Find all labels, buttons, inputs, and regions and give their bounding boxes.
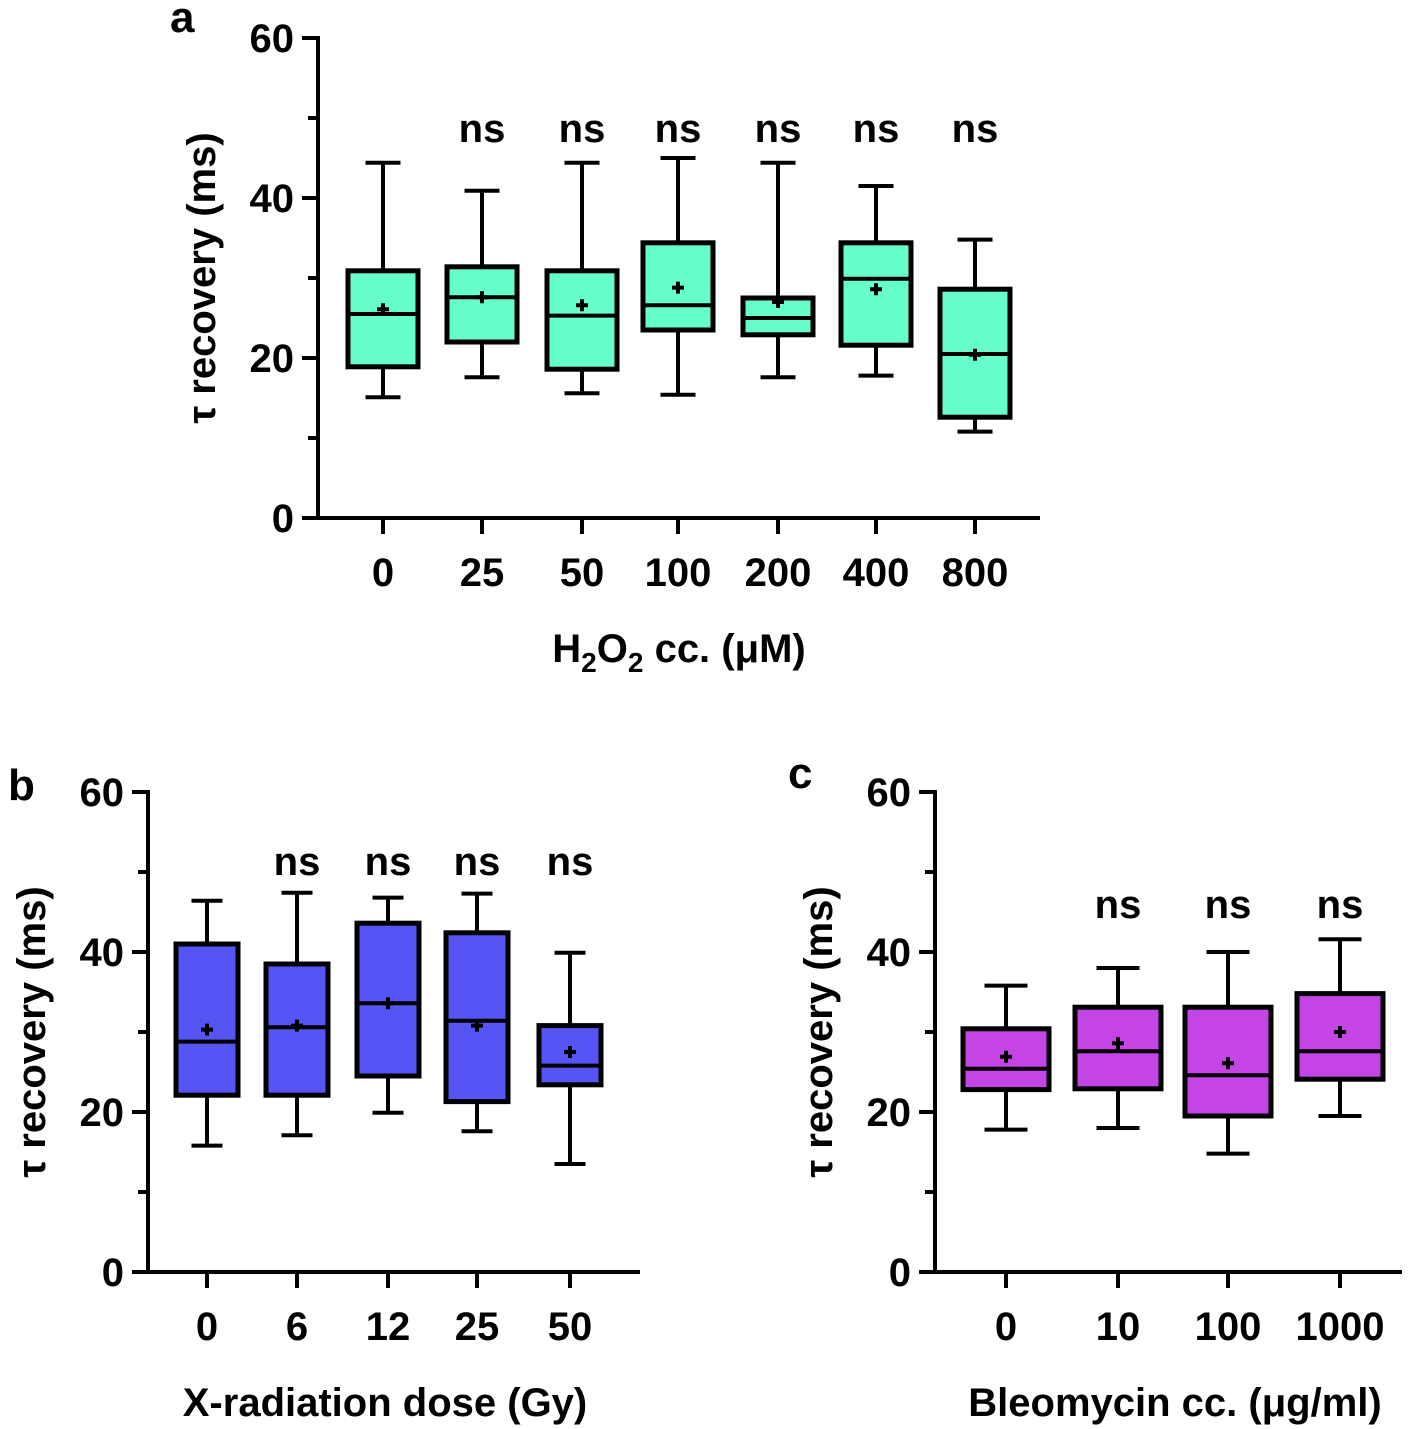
significance-label: ns [952,107,999,151]
box-50 [536,950,604,1166]
y-tick-label: 0 [889,1251,911,1295]
x-tick-label: 50 [560,551,605,595]
y-tick-label: 40 [867,931,912,975]
mean-marker [564,1046,576,1058]
y-tick-label: 60 [250,17,295,61]
significance-label: ns [1095,883,1142,927]
y-tick-label: 20 [80,1091,125,1135]
x-tick-label: 0 [995,1305,1017,1349]
box-25 [443,891,511,1134]
x-tick-label: 100 [1195,1305,1262,1349]
x-tick-label: 1000 [1296,1305,1385,1349]
x-tick-label: 10 [1096,1305,1141,1349]
y-axis-label: τ recovery (ms) [180,132,224,423]
significance-label: ns [1317,883,1364,927]
significance-label: ns [755,107,802,151]
panel-label: a [170,0,195,42]
y-tick-label: 60 [80,771,125,815]
y-tick-label: 20 [250,337,295,381]
mean-marker [1222,1057,1234,1070]
box-10 [1072,966,1164,1130]
y-tick-label: 0 [102,1251,124,1295]
x-tick-label: 0 [196,1305,218,1349]
x-tick-label: 400 [843,551,910,595]
x-axis-label: Bleomycin cc. (μg/ml) [968,1381,1381,1425]
mean-marker [382,997,394,1010]
significance-label: ns [547,840,594,884]
y-tick-label: 0 [272,497,294,541]
x-tick-label: 800 [942,551,1009,595]
y-tick-label: 40 [250,177,295,221]
mean-marker [377,303,389,316]
box-iqr [173,941,241,1098]
box-800 [937,237,1013,434]
x-tick-label: 0 [372,551,394,595]
panel-label: c [788,749,812,798]
mean-marker [1112,1037,1124,1050]
mean-marker [476,291,488,304]
box-200 [740,160,816,380]
significance-label: ns [274,840,321,884]
box-0 [173,898,241,1148]
box-1000 [1294,937,1386,1118]
significance-label: ns [365,840,412,884]
mean-marker [870,283,882,296]
box-25 [444,188,520,380]
x-axis-label: X-radiation dose (Gy) [183,1381,588,1425]
significance-label: ns [655,107,702,151]
y-tick-label: 60 [867,771,912,815]
significance-label: ns [853,107,900,151]
box-0 [345,160,421,400]
mean-marker [672,281,684,294]
y-axis-label: τ recovery (ms) [10,886,54,1177]
x-tick-label: 6 [286,1305,308,1349]
box-100 [1182,950,1274,1156]
x-tick-label: 25 [455,1305,500,1349]
box-400 [838,184,914,378]
box-6 [263,890,331,1138]
significance-label: ns [559,107,606,151]
box-50 [544,160,620,396]
significance-label: ns [459,107,506,151]
box-iqr [544,268,620,372]
box-12 [354,895,422,1115]
mean-marker [969,348,981,361]
x-tick-label: 100 [645,551,712,595]
x-axis-label: H2O2 cc. (μM) [552,627,805,678]
panel-c: c 0 20 40 60 τ recovery (ms) Bleomycin cc. (μg… [788,749,1402,1425]
box-iqr [443,930,511,1105]
y-axis-label: τ recovery (ms) [797,886,841,1177]
box-0 [960,983,1052,1132]
mean-marker [1334,1026,1346,1038]
x-tick-label: 50 [548,1305,593,1349]
mean-marker [201,1023,213,1036]
significance-label: ns [454,840,501,884]
mean-marker [576,299,588,312]
mean-marker [772,296,784,308]
mean-marker [471,1019,483,1032]
x-tick-label: 12 [366,1305,411,1349]
y-tick-label: 40 [80,931,125,975]
box-iqr [444,264,520,345]
y-tick-label: 20 [867,1091,912,1135]
x-tick-label: 200 [745,551,812,595]
x-tick-label: 25 [460,551,505,595]
panel-label: b [8,761,35,810]
box-iqr [345,268,421,370]
mean-marker [1000,1050,1012,1063]
box-100 [640,156,716,397]
panel-a: a 0 20 40 60 τ recovery (ms) H2O2 cc. (μM) 0 25 n… [170,0,1040,678]
significance-label: ns [1205,883,1252,927]
mean-marker [291,1019,303,1032]
